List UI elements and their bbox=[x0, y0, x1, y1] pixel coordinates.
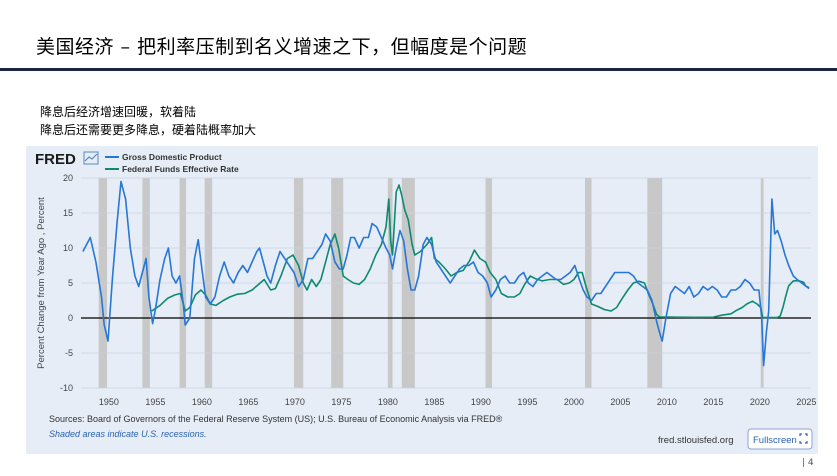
page-number: | 4 bbox=[802, 458, 814, 468]
x-tick-label: 2025 bbox=[796, 397, 816, 407]
note-hard-landing: 降息后还需要更多降息，硬着陆概率加大 bbox=[40, 123, 257, 137]
y-tick-label: 10 bbox=[63, 243, 73, 253]
fred-logo[interactable]: FRED bbox=[35, 151, 76, 168]
x-tick-label: 1955 bbox=[145, 397, 165, 407]
series-line-gdp bbox=[82, 180, 810, 367]
series-line-ffr bbox=[151, 184, 810, 319]
x-tick-label: 1965 bbox=[238, 397, 258, 407]
y-axis-label: Percent Change from Year Ago , Percent bbox=[36, 197, 47, 369]
x-tick-label: 1975 bbox=[331, 397, 351, 407]
fred-chart: FRED Gross Domestic Product Federal Fund… bbox=[35, 151, 816, 450]
source-text: Sources: Board of Governors of the Feder… bbox=[49, 414, 503, 424]
x-tick-label: 2020 bbox=[750, 397, 770, 407]
x-tick-label: 1985 bbox=[424, 397, 444, 407]
y-tick-label: 5 bbox=[68, 278, 73, 288]
x-tick-label: 1970 bbox=[285, 397, 305, 407]
legend: Gross Domestic Product Federal Funds Eff… bbox=[105, 152, 239, 174]
legend-label-ffr: Federal Funds Effective Rate bbox=[122, 164, 239, 174]
y-tick-label: 0 bbox=[68, 313, 73, 323]
x-tick-label: 2005 bbox=[610, 397, 630, 407]
y-tick-label: 20 bbox=[63, 173, 73, 183]
recession-note: Shaded areas indicate U.S. recessions. bbox=[49, 429, 207, 439]
note-soft-landing: 降息后经济增速回暖，软着陆 bbox=[40, 105, 197, 119]
x-tick-label: 1960 bbox=[192, 397, 212, 407]
y-tick-label: 15 bbox=[63, 208, 73, 218]
x-tick-label: 1980 bbox=[378, 397, 398, 407]
x-tick-label: 1995 bbox=[517, 397, 537, 407]
fullscreen-button[interactable]: Fullscreen bbox=[747, 428, 813, 450]
fred-url-link[interactable]: fred.stlouisfed.org bbox=[658, 435, 734, 446]
gridlines bbox=[81, 177, 811, 389]
line-chart-icon bbox=[83, 151, 99, 165]
x-tick-label: 1950 bbox=[99, 397, 119, 407]
fullscreen-label: Fullscreen bbox=[753, 435, 797, 446]
fred-graph-frame: FRED Gross Domestic Product Federal Fund… bbox=[26, 146, 818, 454]
x-tick-label: 2000 bbox=[564, 397, 584, 407]
x-tick-label: 1990 bbox=[471, 397, 491, 407]
x-tick-label: 2015 bbox=[703, 397, 723, 407]
slide-title: 美国经济 – 把利率压制到名义增速之下，但幅度是个问题 bbox=[36, 36, 528, 58]
title-divider bbox=[0, 68, 837, 71]
y-tick-label: -10 bbox=[60, 383, 73, 393]
legend-label-gdp: Gross Domestic Product bbox=[122, 152, 222, 162]
fullscreen-icon bbox=[799, 433, 808, 444]
x-tick-label: 2010 bbox=[657, 397, 677, 407]
y-tick-label: -5 bbox=[65, 348, 73, 358]
